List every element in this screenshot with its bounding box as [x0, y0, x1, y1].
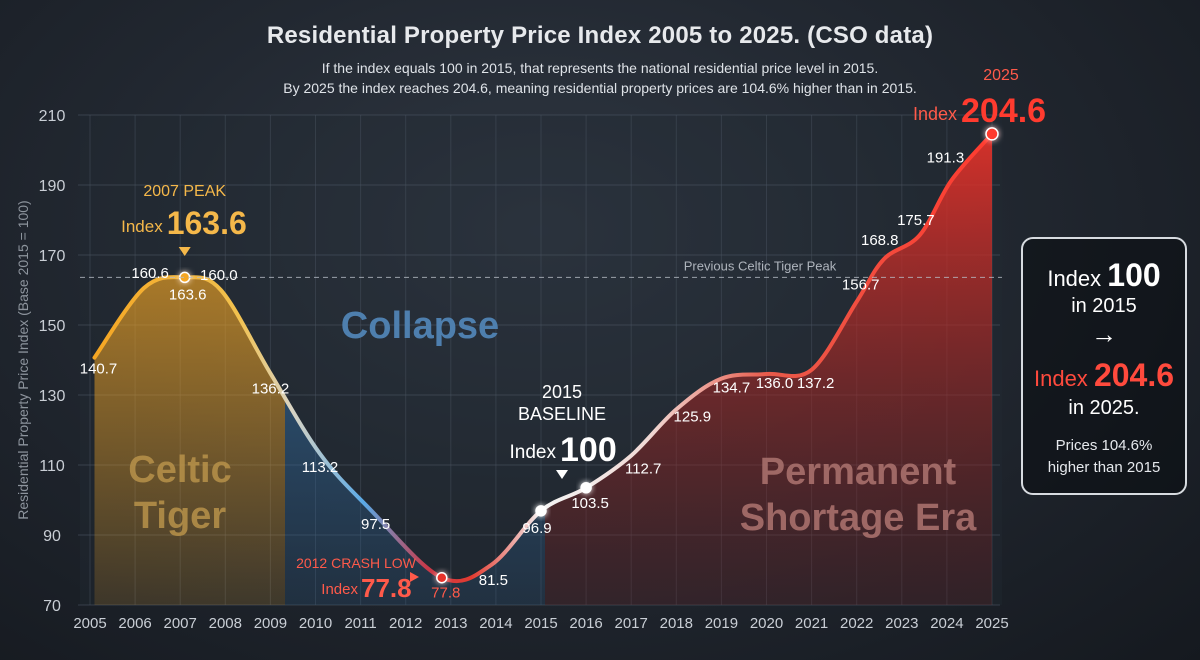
crash-pointer-icon [410, 572, 419, 582]
data-label: 160.0 [200, 267, 238, 284]
panel-note-line-2: higher than 2015 [1047, 459, 1161, 476]
x-tick-label: 2022 [840, 615, 873, 632]
x-tick-label: 2023 [885, 615, 918, 632]
x-tick-label: 2017 [615, 615, 648, 632]
x-tick-label: 2008 [209, 615, 242, 632]
y-tick-label: 170 [39, 248, 66, 265]
data-label: 134.7 [713, 380, 751, 397]
data-label: 77.8 [431, 585, 460, 602]
chart-subtitle-line-2: By 2025 the index reaches 204.6, meaning… [283, 80, 917, 96]
data-label: 163.6 [169, 286, 207, 303]
era-label-shortage-2: Shortage Era [740, 497, 977, 539]
x-tick-label: 2010 [299, 615, 332, 632]
data-label: 168.8 [861, 232, 899, 249]
y-tick-label: 110 [39, 458, 65, 475]
x-tick-label: 2005 [73, 615, 106, 632]
end-annotation-top: 2025 [983, 67, 1019, 84]
crash-annotation-top: 2012 CRASH LOW [296, 555, 417, 571]
y-axis-label: Residential Property Price Index (Base 2… [15, 200, 31, 519]
data-label: 136.2 [252, 380, 290, 397]
area-fill-collapse [285, 397, 545, 605]
data-label: 160.6 [131, 265, 169, 282]
x-tick-label: 2007 [164, 615, 197, 632]
panel-note: Prices 104.6% higher than 2015 [1023, 435, 1185, 479]
x-tick-label: 2012 [389, 615, 422, 632]
crash-annotation-prefix: Index [321, 581, 358, 598]
x-tick-label: 2014 [479, 615, 512, 632]
panel-line-4: in 2025. [1068, 397, 1140, 419]
data-label: 191.3 [927, 149, 965, 166]
y-tick-label: 90 [43, 528, 61, 545]
data-label: 156.7 [842, 277, 880, 294]
x-tick-label: 2025 [975, 615, 1008, 632]
baseline-marker-2 [580, 482, 592, 494]
era-label-celtic-tiger-2: Tiger [134, 495, 226, 537]
x-tick-label: 2015 [524, 615, 557, 632]
panel-index-prefix: Index [1047, 266, 1102, 291]
right-arrow-icon: → [1091, 319, 1117, 349]
baseline-marker-1 [535, 505, 547, 517]
x-tick-label: 2024 [930, 615, 963, 632]
data-label: 140.7 [80, 361, 118, 378]
era-label-celtic-tiger-1: Celtic [128, 449, 231, 491]
baseline-annotation-value: 100 [560, 431, 617, 469]
reference-line-label: Previous Celtic Tiger Peak [684, 258, 837, 273]
x-tick-label: 2011 [344, 615, 376, 632]
crash-marker [436, 571, 448, 584]
x-tick-label: 2009 [254, 615, 287, 632]
x-tick-label: 2006 [118, 615, 151, 632]
era-label-shortage-1: Permanent [760, 451, 957, 493]
end-annotation-prefix: Index [913, 104, 957, 124]
panel-line-1: Index 100 [1023, 257, 1185, 294]
peak-annotation-value: 163.6 [167, 205, 247, 241]
data-label: 113.2 [302, 459, 338, 476]
data-label: 81.5 [479, 572, 508, 589]
x-tick-label: 2021 [795, 615, 828, 632]
chart-title: Residential Property Price Index 2005 to… [266, 22, 934, 49]
peak-annotation-prefix: Index [121, 217, 163, 236]
y-tick-label: 150 [39, 318, 66, 335]
area-fill-celtic-tiger [94, 277, 285, 605]
y-tick-label: 210 [39, 108, 66, 125]
baseline-annotation-prefix: Index [510, 442, 557, 463]
x-tick-label: 2013 [434, 615, 467, 632]
end-annotation-value: 204.6 [961, 92, 1046, 130]
data-label: 175.7 [897, 212, 935, 229]
panel-index-2025-value: 204.6 [1093, 357, 1175, 393]
y-tick-label: 130 [39, 388, 66, 405]
baseline-annotation-top1: 2015 [542, 382, 582, 402]
data-label: 125.9 [674, 408, 712, 425]
data-label: 96.9 [522, 520, 551, 537]
baseline-pointer-icon [556, 470, 568, 479]
series-line [92, 131, 994, 584]
chart-subtitle-line-1: If the index equals 100 in 2015, that re… [321, 60, 879, 76]
data-label: 103.5 [571, 495, 609, 512]
x-tick-label: 2019 [705, 615, 738, 632]
data-label: 137.2 [797, 375, 835, 392]
x-tick-label: 2020 [750, 615, 783, 632]
panel-note-line-1: Prices 104.6% [1055, 437, 1153, 454]
peak-pointer-icon [178, 247, 191, 256]
summary-panel: Index 100 in 2015 → Index 204.6 in 2025.… [1021, 237, 1187, 495]
y-tick-label: 70 [43, 598, 61, 615]
data-label: 136.0 [756, 375, 794, 392]
x-tick-label: 2016 [569, 615, 602, 632]
panel-index-2015-value: 100 [1107, 257, 1161, 293]
x-tick-label: 2018 [660, 615, 693, 632]
data-label: 112.7 [625, 461, 661, 478]
y-tick-label: 190 [39, 178, 66, 195]
end-marker [985, 127, 999, 141]
panel-line-3: Index 204.6 [1023, 357, 1185, 394]
data-label: 97.5 [361, 516, 390, 533]
area-fill-shortage [545, 133, 992, 605]
panel-line-2: in 2015 [1071, 295, 1137, 317]
era-label-collapse: Collapse [341, 305, 499, 347]
panel-index-prefix-2: Index [1033, 366, 1088, 391]
peak-annotation-top: 2007 PEAK [143, 183, 226, 200]
baseline-annotation-top2: BASELINE [518, 404, 606, 424]
crash-annotation-value: 77.8 [361, 573, 412, 603]
